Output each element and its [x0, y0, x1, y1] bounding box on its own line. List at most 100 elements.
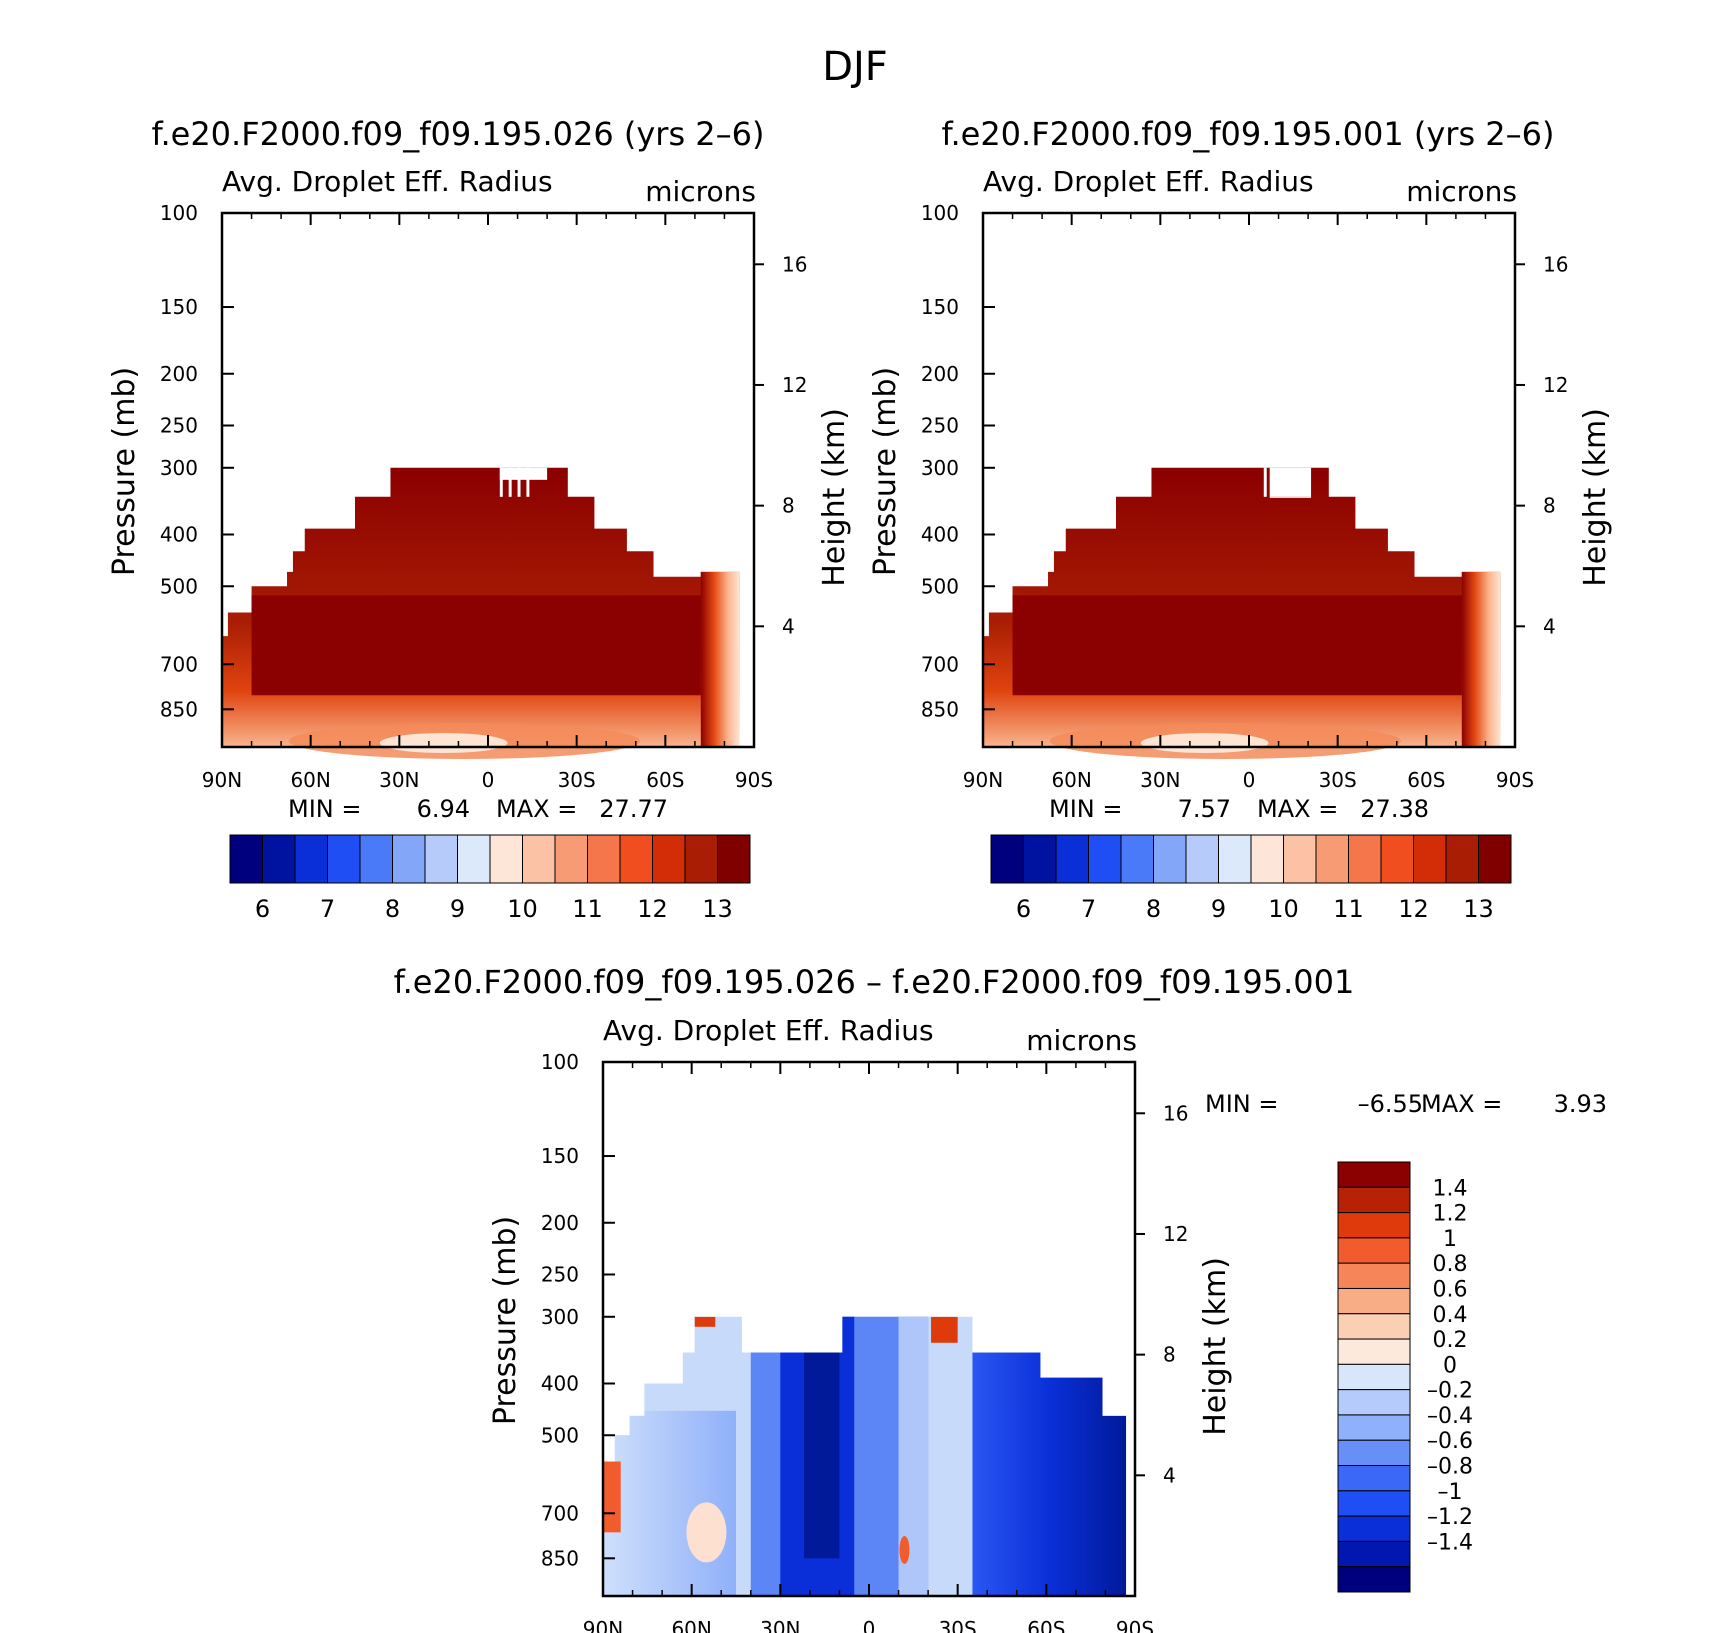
colorbar-box	[652, 834, 686, 884]
y2-tick-label: 12	[1543, 373, 1568, 397]
contour-gap	[499, 467, 503, 497]
x-tick-label: 60S	[1407, 768, 1445, 792]
colorbar-box	[1337, 1389, 1411, 1416]
x-tick-label: 30S	[1319, 768, 1357, 792]
y2-tick-label: 8	[1163, 1343, 1176, 1367]
colorbar-label: 6	[1016, 895, 1031, 923]
colorbar-box	[1337, 1490, 1411, 1517]
y2-axis-label: Height (km)	[1198, 1257, 1233, 1436]
y2-tick-label: 16	[1543, 252, 1568, 276]
max-value: 27.38	[1360, 795, 1429, 823]
panel-title: f.e20.F2000.f09_f09.195.026 – f.e20.F200…	[394, 963, 1355, 1001]
max-label: MAX =	[1257, 795, 1338, 823]
colorbar-label: –0.4	[1427, 1404, 1473, 1429]
colorbar-label: 13	[702, 895, 733, 923]
field-red-top	[694, 1316, 716, 1327]
colorbar-box	[262, 834, 296, 884]
colorbar-label: 1.2	[1433, 1202, 1468, 1227]
y-tick-label: 100	[160, 201, 198, 225]
colorbar-box	[1337, 1313, 1411, 1340]
colorbar-box	[1250, 834, 1284, 884]
colorbar-box	[1337, 1338, 1411, 1365]
y2-axis-label: Height (km)	[1578, 408, 1613, 587]
x-tick-label: 90S	[1496, 768, 1534, 792]
field-light-streak	[898, 1316, 929, 1596]
plot-frame	[981, 211, 1517, 749]
colorbar-label: –1.4	[1427, 1530, 1473, 1555]
field-red-patch	[603, 1461, 621, 1533]
colorbar-box	[489, 834, 523, 884]
colorbar-label: 1	[1443, 1227, 1457, 1252]
contour-gap	[1269, 467, 1312, 497]
x-tick-label: 90S	[735, 768, 773, 792]
chart-panel-1: f.e20.F2000.f09_f09.195.026 (yrs 2–6)100…	[107, 115, 852, 923]
colorbar-label: 10	[1268, 895, 1299, 923]
y2-axis-label: Height (km)	[817, 408, 852, 587]
max-value: 27.77	[599, 795, 668, 823]
colorbar-box	[424, 834, 458, 884]
colorbar-box	[359, 834, 393, 884]
y-tick-label: 850	[160, 697, 198, 721]
x-tick-label: 90N	[583, 1617, 623, 1633]
y-tick-label: 200	[160, 362, 198, 386]
colorbar-box	[684, 834, 718, 884]
colorbar-label: 1.4	[1433, 1176, 1468, 1201]
y-tick-label: 850	[921, 697, 959, 721]
colorbar-box	[327, 834, 361, 884]
contour-polar-tongue	[1461, 571, 1501, 747]
y2-tick-label: 12	[782, 373, 807, 397]
colorbar-label: 6	[255, 895, 270, 923]
min-value: 7.57	[1178, 795, 1231, 823]
y-tick-label: 250	[921, 413, 959, 437]
colorbar-box	[1055, 834, 1089, 884]
colorbar-label: 0.8	[1433, 1252, 1468, 1277]
colorbar-box	[717, 834, 751, 884]
colorbar-box	[392, 834, 426, 884]
y-tick-label: 150	[160, 295, 198, 319]
x-tick-label: 30S	[558, 768, 596, 792]
colorbar-box	[1337, 1515, 1411, 1542]
colorbar-box	[1337, 1212, 1411, 1239]
y2-tick-label: 8	[1543, 494, 1556, 518]
y-tick-label: 700	[160, 652, 198, 676]
field-north-pale	[603, 1410, 736, 1596]
colorbar-box	[1337, 1540, 1411, 1568]
colorbar-box	[1348, 834, 1382, 884]
field-pale-spot	[686, 1502, 727, 1563]
colorbar-box	[1337, 1287, 1411, 1315]
colorbar-label: 13	[1463, 895, 1494, 923]
colorbar-box	[294, 834, 328, 884]
colorbar-label: 0.4	[1433, 1303, 1468, 1328]
panel-title: f.e20.F2000.f09_f09.195.001 (yrs 2–6)	[942, 115, 1555, 153]
colorbar-label: –0.2	[1427, 1379, 1473, 1404]
x-tick-label: 30N	[1140, 768, 1180, 792]
y-tick-label: 300	[541, 1305, 579, 1329]
y2-tick-label: 4	[1163, 1463, 1176, 1487]
x-tick-label: 60N	[671, 1617, 711, 1633]
colorbar-box	[1337, 1439, 1411, 1467]
colorbar-label: 11	[1333, 895, 1364, 923]
y-tick-label: 250	[160, 413, 198, 437]
chart-panel-3: f.e20.F2000.f09_f09.195.026 – f.e20.F200…	[394, 963, 1607, 1633]
colorbar-box	[619, 834, 653, 884]
colorbar-label: 0.6	[1433, 1277, 1468, 1302]
y-tick-label: 150	[541, 1144, 579, 1168]
y-tick-label: 700	[541, 1501, 579, 1525]
colorbar-box	[457, 834, 491, 884]
y2-tick-label: 4	[1543, 614, 1556, 638]
colorbar-label: 8	[385, 895, 400, 923]
colorbar-label: 10	[507, 895, 538, 923]
x-tick-label: 0	[863, 1617, 876, 1633]
colorbar-label: 0	[1443, 1353, 1457, 1378]
x-tick-label: 90N	[202, 768, 242, 792]
field-red-top	[786, 1316, 793, 1347]
colorbar-box	[1337, 1465, 1411, 1492]
y2-tick-label: 12	[1163, 1222, 1188, 1246]
x-tick-label: 0	[1243, 768, 1256, 792]
y2-tick-label: 16	[1163, 1101, 1188, 1125]
y2-tick-label: 4	[782, 614, 795, 638]
colorbar-label: 7	[320, 895, 335, 923]
panel-subtitle: Avg. Droplet Eff. Radius	[603, 1014, 934, 1047]
colorbar-box	[1413, 834, 1447, 884]
